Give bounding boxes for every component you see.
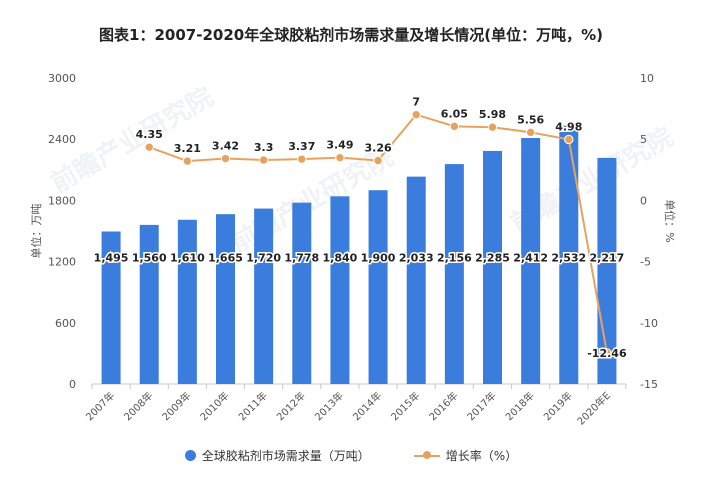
bar-data-label: 1,778 — [284, 252, 319, 265]
growth-data-label: -12.46 — [587, 347, 627, 360]
y-right-tick-label: -15 — [640, 378, 658, 391]
growth-data-label: 7 — [412, 96, 420, 109]
y-left-tick-label: 3000 — [48, 72, 76, 85]
growth-data-label: 3.42 — [212, 140, 239, 153]
x-tick-label: 2012年 — [274, 389, 308, 423]
bar-data-label: 1,560 — [132, 252, 167, 265]
growth-data-label: 5.98 — [479, 108, 506, 121]
y-left-tick-label: 1200 — [48, 256, 76, 269]
y-left-tick-label: 2400 — [48, 133, 76, 146]
legend-label-demand: 全球胶粘剂市场需求量（万吨） — [201, 449, 370, 463]
legend-line-swatch — [413, 450, 440, 461]
bar-data-label: 1,665 — [208, 252, 243, 265]
growth-point — [335, 152, 345, 163]
legend-item-demand[interactable]: 全球胶粘剂市场需求量（万吨） — [184, 447, 370, 464]
x-tick-label: 2010年 — [197, 389, 231, 423]
x-tick-label: 2019年 — [541, 389, 575, 423]
x-tick-label: 2011年 — [236, 389, 270, 423]
bar-data-label: 1,840 — [323, 252, 358, 265]
growth-point — [411, 110, 421, 120]
bar — [254, 208, 274, 384]
x-tick-label: 2013年 — [312, 389, 346, 423]
bar — [101, 231, 121, 384]
x-tick-label: 2015年 — [388, 389, 422, 423]
growth-point — [144, 142, 154, 152]
bar-data-label: 2,285 — [475, 252, 510, 265]
bar — [483, 150, 502, 384]
bar — [368, 190, 388, 384]
x-tick-label: 2007年 — [83, 389, 117, 423]
y-left-tick-label: 0 — [69, 378, 76, 391]
bar — [292, 202, 312, 384]
growth-data-label: 3.37 — [288, 140, 315, 153]
y-left-axis-title: 单位：万吨 — [29, 204, 43, 259]
y-right-tick-label: -5 — [640, 256, 651, 269]
y-right-tick-label: 10 — [640, 72, 654, 85]
legend-item-growth[interactable]: 增长率（%） — [413, 447, 518, 464]
growth-point — [297, 154, 307, 164]
growth-data-label: 3.26 — [365, 141, 392, 154]
growth-point — [373, 155, 383, 166]
x-tick-label: 2018年 — [503, 389, 537, 423]
y-right-tick-label: 5 — [640, 133, 647, 146]
bar-data-label: 2,532 — [551, 252, 586, 265]
bar — [406, 176, 426, 384]
bar-data-label: 1,720 — [246, 252, 281, 265]
growth-point — [449, 121, 460, 132]
bar-data-label: 1,900 — [361, 252, 396, 265]
x-tick-label: 2016年 — [426, 389, 460, 423]
growth-point — [525, 127, 536, 138]
chart-title: 图表1：2007-2020年全球胶粘剂市场需求量及增长情况(单位：万吨，%) — [99, 26, 603, 44]
bar-data-label: 2,412 — [513, 252, 548, 265]
x-tick-label: 2009年 — [159, 389, 193, 423]
bar — [444, 164, 464, 384]
growth-point — [564, 134, 574, 145]
y-left-tick-label: 600 — [55, 317, 76, 330]
growth-data-label: 5.56 — [517, 113, 544, 126]
bar — [177, 219, 197, 384]
x-tick-label: 2017年 — [464, 389, 498, 423]
bar — [216, 214, 235, 384]
y-right-tick-label: 0 — [640, 194, 647, 207]
bar-data-label: 2,156 — [437, 252, 472, 265]
x-tick-label: 2020年E — [574, 389, 613, 428]
y-left-tick-label: 1800 — [48, 194, 76, 207]
bar — [139, 224, 159, 384]
growth-data-label: 4.98 — [555, 120, 582, 133]
chart-legend: 全球胶粘剂市场需求量（万吨） 增长率（%） — [0, 447, 702, 464]
bar — [521, 137, 541, 384]
y-right-axis-title: 单位：% — [663, 199, 677, 242]
bar — [330, 196, 350, 384]
y-right-tick-label: -10 — [640, 317, 658, 330]
growth-point — [602, 348, 612, 358]
growth-point — [182, 156, 193, 166]
growth-point — [258, 155, 269, 165]
growth-data-label: 3.21 — [174, 142, 201, 155]
growth-data-label: 3.3 — [254, 141, 274, 154]
bar-data-label: 2,033 — [399, 252, 434, 265]
growth-data-label: 6.05 — [441, 107, 468, 120]
growth-point — [220, 153, 231, 164]
x-tick-label: 2008年 — [121, 389, 155, 423]
bar-data-label: 1,610 — [170, 252, 205, 265]
growth-data-label: 4.35 — [136, 128, 163, 141]
bar-data-label: 2,217 — [590, 252, 625, 265]
growth-point — [487, 122, 498, 132]
bar — [559, 125, 579, 385]
growth-data-label: 3.49 — [326, 139, 353, 152]
bar-data-label: 1,495 — [94, 252, 129, 265]
x-tick-label: 2014年 — [350, 389, 384, 423]
legend-label-growth: 增长率（%） — [445, 449, 518, 463]
legend-bar-swatch — [184, 450, 196, 461]
